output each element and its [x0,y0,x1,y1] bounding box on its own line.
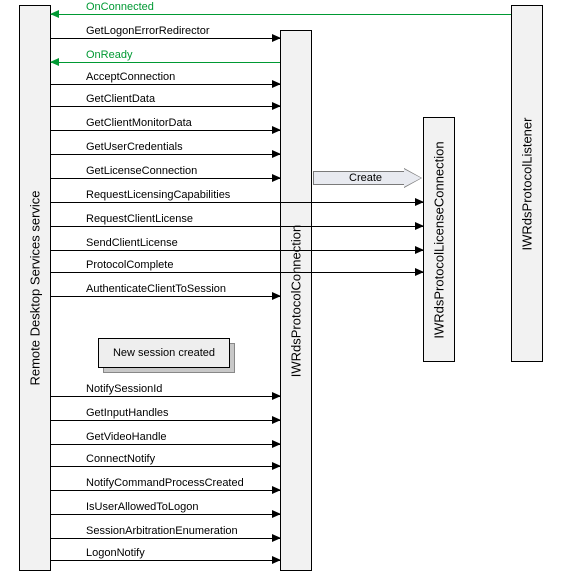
lane-listener: IWRdsProtocolListener [511,5,543,362]
arrow-label-6: GetUserCredentials [86,141,183,153]
sequence-diagram: Remote Desktop Services service IWRdsPro… [0,0,565,577]
lane-license: IWRdsProtocolLicenseConnection [423,117,455,362]
arrow-6 [51,154,280,155]
lane-license-label: IWRdsProtocolLicenseConnection [432,141,447,338]
arrow-label-10: SendClientLicense [86,237,178,249]
arrow-label-5: GetClientMonitorData [86,117,192,129]
arrow-label-9: RequestClientLicense [86,213,193,225]
arrow-label-13: NotifySessionId [86,383,162,395]
arrow-label-2: OnReady [86,49,132,61]
arrow-17 [51,490,280,491]
arrow-label-0: OnConnected [86,1,154,13]
lane-listener-label: IWRdsProtocolListener [520,117,535,250]
arrow-16 [51,466,280,467]
arrow-19 [51,538,280,539]
arrow-9 [51,226,423,227]
arrow-7 [51,178,280,179]
arrow-label-11: ProtocolComplete [86,259,173,271]
arrow-label-12: AuthenticateClientToSession [86,283,226,295]
arrow-0 [51,14,511,15]
arrow-label-18: IsUserAllowedToLogon [86,501,199,513]
arrow-8 [51,202,423,203]
session-box: New session created [98,338,230,368]
arrow-5 [51,130,280,131]
arrow-13 [51,396,280,397]
arrow-label-19: SessionArbitrationEnumeration [86,525,238,537]
arrow-label-4: GetClientData [86,93,155,105]
arrow-1 [51,38,280,39]
session-box-label: New session created [113,347,215,359]
arrow-2 [51,62,280,63]
arrow-label-3: AcceptConnection [86,71,175,83]
lane-service-label: Remote Desktop Services service [28,190,43,385]
arrow-15 [51,444,280,445]
lane-connection-label: IWRdsProtocolConnection [289,224,304,376]
arrow-4 [51,106,280,107]
arrow-3 [51,84,280,85]
create-arrow-label: Create [349,172,382,184]
arrow-14 [51,420,280,421]
arrow-label-7: GetLicenseConnection [86,165,197,177]
arrow-12 [51,296,280,297]
arrow-label-14: GetInputHandles [86,407,169,419]
lane-service: Remote Desktop Services service [19,5,51,571]
lane-connection: IWRdsProtocolConnection [280,30,312,571]
arrow-10 [51,250,423,251]
arrow-20 [51,560,280,561]
arrow-18 [51,514,280,515]
arrow-label-16: ConnectNotify [86,453,155,465]
arrow-label-8: RequestLicensingCapabilities [86,189,230,201]
arrow-label-1: GetLogonErrorRedirector [86,25,210,37]
arrow-label-17: NotifyCommandProcessCreated [86,477,244,489]
arrow-label-15: GetVideoHandle [86,431,167,443]
arrow-11 [51,272,423,273]
arrow-label-20: LogonNotify [86,547,145,559]
